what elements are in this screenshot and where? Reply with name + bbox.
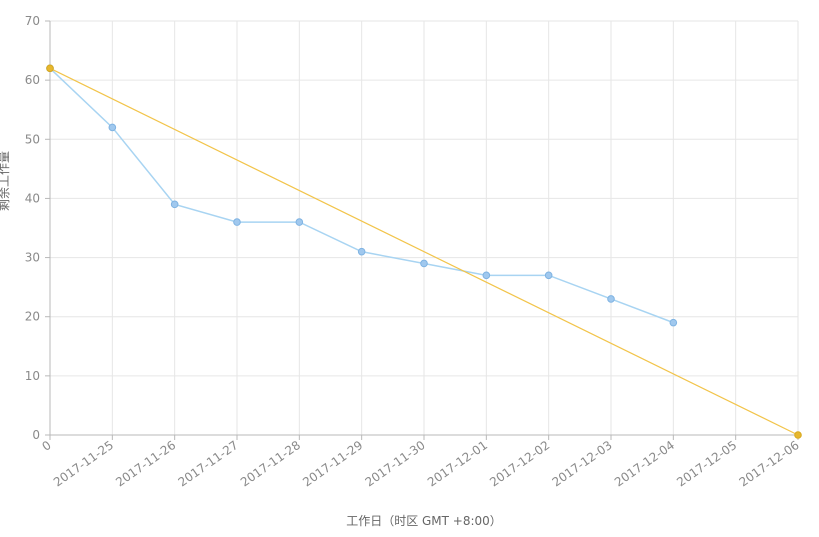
x-tick-label: 2017-11-28 — [238, 438, 303, 489]
y-tick-label: 20 — [25, 310, 40, 324]
x-tick-label: 2017-12-03 — [550, 438, 615, 489]
data-point[interactable] — [233, 218, 241, 226]
y-tick-label: 70 — [25, 14, 40, 28]
x-tick-label: 2017-11-25 — [51, 438, 116, 489]
x-tick-label: 2017-11-29 — [300, 438, 365, 489]
series-line — [49, 67, 799, 436]
x-axis-title: 工作日（时区 GMT +8:00） — [346, 514, 502, 528]
x-tick-label: 2017-11-26 — [113, 438, 178, 489]
data-point[interactable] — [46, 64, 54, 73]
x-tick-label: 2017-12-01 — [425, 438, 490, 489]
x-tick-label: 2017-12-05 — [674, 438, 739, 489]
x-tick-label: 2017-12-02 — [487, 438, 552, 489]
y-tick-label: 10 — [25, 369, 40, 383]
y-tick-label: 0 — [32, 428, 40, 442]
data-point[interactable] — [108, 123, 117, 132]
axis-layer — [45, 20, 799, 440]
x-tick-label: 2017-12-04 — [612, 438, 677, 489]
data-point[interactable] — [357, 247, 366, 256]
data-point[interactable] — [607, 295, 615, 303]
grid-layer — [49, 20, 799, 436]
data-point[interactable] — [669, 318, 678, 327]
data-point[interactable] — [794, 431, 802, 439]
y-tick-label: 40 — [25, 191, 40, 205]
x-tick-label: 2017-11-27 — [176, 438, 241, 489]
x-tick-label: 0 — [39, 438, 53, 454]
y-tick-label: 60 — [25, 73, 40, 87]
y-axis-title: 剩余工作量 — [0, 151, 11, 211]
data-point[interactable] — [482, 271, 491, 280]
data-point[interactable] — [544, 271, 553, 280]
series-layer — [46, 64, 802, 439]
x-tick-label: 2017-12-06 — [737, 438, 802, 489]
x-tick-label: 2017-11-30 — [363, 438, 428, 489]
data-point[interactable] — [420, 259, 428, 268]
data-point[interactable] — [295, 218, 304, 226]
y-tick-label: 50 — [25, 132, 40, 146]
y-tick-label: 30 — [25, 251, 40, 265]
label-layer: 01020304050607002017-11-252017-11-262017… — [25, 14, 802, 489]
data-point[interactable] — [170, 200, 179, 209]
